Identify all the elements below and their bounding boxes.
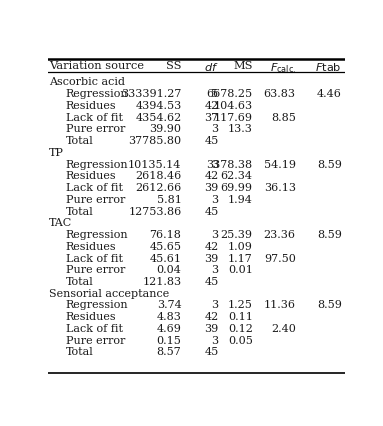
Text: 23.36: 23.36 [264,230,296,240]
Text: 8.59: 8.59 [317,230,342,240]
Text: 8.57: 8.57 [157,348,182,357]
Text: 69.99: 69.99 [221,183,253,193]
Text: 42: 42 [204,171,219,181]
Text: Pure error: Pure error [66,124,125,134]
Text: Pure error: Pure error [66,195,125,205]
Text: Pure error: Pure error [66,336,125,346]
Text: Regression: Regression [66,230,128,240]
Text: 76.18: 76.18 [150,230,182,240]
Text: 12753.86: 12753.86 [128,207,182,216]
Text: 3: 3 [211,300,219,311]
Text: 0.01: 0.01 [228,265,253,275]
Text: 39: 39 [204,324,219,334]
Text: 62.34: 62.34 [221,171,253,181]
Text: Regression: Regression [66,300,128,311]
Text: Sensorial acceptance: Sensorial acceptance [49,289,170,299]
Text: 3: 3 [211,124,219,134]
Text: Lack of fit: Lack of fit [66,112,123,123]
Text: 8.59: 8.59 [317,160,342,170]
Text: 6678.25: 6678.25 [206,89,253,99]
Text: 0.11: 0.11 [228,312,253,322]
Text: Residues: Residues [66,101,116,111]
Text: $F_{\rm calc.}$: $F_{\rm calc.}$ [270,61,296,75]
Text: 4.69: 4.69 [157,324,182,334]
Text: 42: 42 [204,101,219,111]
Text: 1.94: 1.94 [228,195,253,205]
Text: Total: Total [66,207,93,216]
Text: 39.90: 39.90 [149,124,182,134]
Text: Regression: Regression [66,89,128,99]
Text: Variation source: Variation source [49,61,144,71]
Text: 3: 3 [211,265,219,275]
Text: 4394.53: 4394.53 [135,101,182,111]
Text: 1.09: 1.09 [228,242,253,252]
Text: 5: 5 [211,89,219,99]
Text: Residues: Residues [66,242,116,252]
Text: 97.50: 97.50 [264,253,296,264]
Text: 25.39: 25.39 [221,230,253,240]
Text: 0.15: 0.15 [157,336,182,346]
Text: Lack of fit: Lack of fit [66,253,123,264]
Text: Lack of fit: Lack of fit [66,183,123,193]
Text: 45: 45 [204,207,219,216]
Text: MS: MS [233,61,253,71]
Text: 333391.27: 333391.27 [121,89,182,99]
Text: TP: TP [49,148,64,158]
Text: 3: 3 [211,195,219,205]
Text: Regression: Regression [66,160,128,170]
Text: 3378.38: 3378.38 [206,160,253,170]
Text: 104.63: 104.63 [214,101,253,111]
Text: 2618.46: 2618.46 [135,171,182,181]
Text: 11.36: 11.36 [264,300,296,311]
Text: 1.17: 1.17 [228,253,253,264]
Text: $df$: $df$ [204,61,219,73]
Text: Total: Total [66,348,93,357]
Text: 63.83: 63.83 [264,89,296,99]
Text: 45: 45 [204,136,219,146]
Text: 3: 3 [211,230,219,240]
Text: 36.13: 36.13 [264,183,296,193]
Text: 0.05: 0.05 [228,336,253,346]
Text: Total: Total [66,136,93,146]
Text: 2612.66: 2612.66 [135,183,182,193]
Text: 45: 45 [204,277,219,287]
Text: 4.46: 4.46 [317,89,342,99]
Text: Residues: Residues [66,171,116,181]
Text: 121.83: 121.83 [142,277,182,287]
Text: 0.04: 0.04 [157,265,182,275]
Text: Lack of fit: Lack of fit [66,324,123,334]
Text: $F$tab: $F$tab [315,61,342,73]
Text: 4354.62: 4354.62 [135,112,182,123]
Text: 13.3: 13.3 [228,124,253,134]
Text: 3.74: 3.74 [157,300,182,311]
Text: 8.85: 8.85 [271,112,296,123]
Text: 10135.14: 10135.14 [128,160,182,170]
Text: 3: 3 [211,160,219,170]
Text: 54.19: 54.19 [264,160,296,170]
Text: 2.40: 2.40 [271,324,296,334]
Text: SS: SS [166,61,182,71]
Text: Ascorbic acid: Ascorbic acid [49,78,125,87]
Text: 42: 42 [204,312,219,322]
Text: 4.83: 4.83 [157,312,182,322]
Text: 45: 45 [204,348,219,357]
Text: 0.12: 0.12 [228,324,253,334]
Text: 1.25: 1.25 [228,300,253,311]
Text: 117.69: 117.69 [214,112,253,123]
Text: 42: 42 [204,242,219,252]
Text: 45.65: 45.65 [149,242,182,252]
Text: TAC: TAC [49,218,73,228]
Text: Total: Total [66,277,93,287]
Text: 39: 39 [204,253,219,264]
Text: Pure error: Pure error [66,265,125,275]
Text: 5.81: 5.81 [157,195,182,205]
Text: 37785.80: 37785.80 [128,136,182,146]
Text: 37: 37 [205,112,219,123]
Text: Residues: Residues [66,312,116,322]
Text: 39: 39 [204,183,219,193]
Text: 8.59: 8.59 [317,300,342,311]
Text: 3: 3 [211,336,219,346]
Text: 45.61: 45.61 [149,253,182,264]
